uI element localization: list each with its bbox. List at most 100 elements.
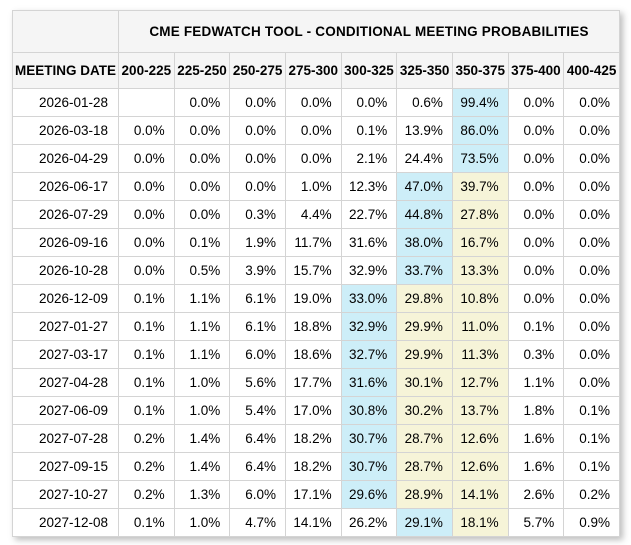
probability-cell: 1.0% — [173, 508, 231, 537]
probability-cell: 12.7% — [451, 368, 509, 397]
table-row: 2027-12-08 0.1% 1.0% 4.7% 14.1% 26.2% 29.1% 18.… — [12, 508, 620, 537]
probability-cell: 30.7% — [340, 452, 398, 481]
probability-cell: 13.3% — [451, 256, 509, 285]
probability-cell: 13.7% — [451, 396, 509, 425]
probability-cell: 0.0% — [173, 144, 231, 173]
probability-cell: 26.2% — [340, 508, 398, 537]
probability-cell: 0.1% — [118, 368, 175, 397]
meeting-date-cell: 2027-06-09 — [12, 396, 119, 425]
rate-range-header: 300-325 — [340, 52, 398, 89]
column-header-row: MEETING DATE 200-225 225-250 250-275 275-30… — [12, 52, 620, 89]
probability-cell: 2.6% — [507, 480, 565, 509]
probability-cell: 0.1% — [118, 508, 175, 537]
probability-cell: 2.1% — [340, 144, 398, 173]
table-row: 2026-07-29 0.0% 0.0% 0.3% 4.4% 22.7% 44.8% 27.8… — [12, 200, 620, 229]
probability-cell: 17.1% — [284, 480, 342, 509]
probability-cell: 0.2% — [118, 452, 175, 481]
probability-cell: 28.9% — [396, 480, 453, 509]
probability-cell: 0.1% — [118, 340, 175, 369]
probability-cell: 33.7% — [396, 256, 453, 285]
probability-cell: 12.6% — [451, 424, 509, 453]
probability-cell: 1.6% — [507, 424, 565, 453]
probability-cell: 0.0% — [229, 88, 286, 117]
probability-cell: 6.0% — [229, 480, 286, 509]
probability-cell: 14.1% — [284, 508, 342, 537]
probability-cell: 0.0% — [563, 228, 620, 257]
probability-cell: 15.7% — [284, 256, 342, 285]
meeting-date-cell: 2026-09-16 — [12, 228, 119, 257]
probability-cell: 17.7% — [284, 368, 342, 397]
probability-cell: 99.4% — [451, 88, 509, 117]
probability-cell — [118, 88, 175, 117]
probability-cell: 0.0% — [507, 284, 565, 313]
probability-cell: 47.0% — [396, 172, 453, 201]
probability-cell: 18.2% — [284, 452, 342, 481]
probability-cell: 1.0% — [284, 172, 342, 201]
probability-cell: 0.1% — [118, 396, 175, 425]
probability-cell: 1.1% — [507, 368, 565, 397]
meeting-date-cell: 2026-12-09 — [12, 284, 119, 313]
table-row: 2027-06-09 0.1% 1.0% 5.4% 17.0% 30.8% 30.2% 13.… — [12, 396, 620, 425]
table-row: 2026-12-09 0.1% 1.1% 6.1% 19.0% 33.0% 29.8% 10.… — [12, 284, 620, 313]
probability-cell: 0.0% — [563, 200, 620, 229]
meeting-date-cell: 2027-07-28 — [12, 424, 119, 453]
probability-cell: 18.6% — [284, 340, 342, 369]
meeting-date-cell: 2026-07-29 — [12, 200, 119, 229]
table-row: 2026-04-29 0.0% 0.0% 0.0% 0.0% 2.1% 24.4% 73.5%… — [12, 144, 620, 173]
probability-cell: 0.0% — [563, 256, 620, 285]
probability-cell: 0.1% — [563, 424, 620, 453]
probability-cell: 0.0% — [507, 116, 565, 145]
probability-cell: 1.6% — [507, 452, 565, 481]
rate-range-header: 275-300 — [284, 52, 342, 89]
probability-cell: 0.0% — [507, 172, 565, 201]
probability-cell: 0.0% — [118, 228, 175, 257]
probability-cell: 29.8% — [396, 284, 453, 313]
probability-cell: 28.7% — [396, 452, 453, 481]
probability-cell: 0.3% — [507, 340, 565, 369]
meeting-date-cell: 2026-01-28 — [12, 88, 119, 117]
probability-cell: 11.0% — [451, 312, 509, 341]
probability-cell: 0.0% — [563, 116, 620, 145]
probability-cell: 30.2% — [396, 396, 453, 425]
probability-cell: 11.7% — [284, 228, 342, 257]
probability-cell: 38.0% — [396, 228, 453, 257]
probability-cell: 0.0% — [563, 88, 620, 117]
probability-cell: 1.4% — [173, 424, 231, 453]
probability-cell: 3.9% — [229, 256, 286, 285]
probability-cell: 0.0% — [563, 368, 620, 397]
probability-cell: 1.9% — [229, 228, 286, 257]
probability-cell: 14.1% — [451, 480, 509, 509]
probability-cell: 30.1% — [396, 368, 453, 397]
probability-cell: 1.4% — [173, 452, 231, 481]
rate-range-header: 350-375 — [451, 52, 509, 89]
rate-range-header: 225-250 — [173, 52, 231, 89]
probability-cell: 0.3% — [229, 200, 286, 229]
probability-cell: 33.0% — [340, 284, 398, 313]
probability-cell: 0.0% — [173, 172, 231, 201]
probability-cell: 29.1% — [396, 508, 453, 537]
probability-cell: 0.2% — [563, 480, 620, 509]
probability-cell: 6.4% — [229, 452, 286, 481]
rate-range-header: 375-400 — [507, 52, 565, 89]
meeting-date-cell: 2026-10-28 — [12, 256, 119, 285]
rate-range-header: 400-425 — [563, 52, 620, 89]
table-row: 2027-07-28 0.2% 1.4% 6.4% 18.2% 30.7% 28.7% 12.… — [12, 424, 620, 453]
probability-cell: 5.7% — [507, 508, 565, 537]
probability-cell: 0.0% — [563, 172, 620, 201]
probability-cell: 29.9% — [396, 312, 453, 341]
probability-cell: 0.1% — [118, 284, 175, 313]
probability-cell: 22.7% — [340, 200, 398, 229]
probability-cell: 0.5% — [173, 256, 231, 285]
probability-cell: 12.6% — [451, 452, 509, 481]
probability-cell: 0.0% — [229, 144, 286, 173]
probability-cell: 0.0% — [563, 312, 620, 341]
probability-cell: 0.1% — [118, 312, 175, 341]
probability-cell: 32.9% — [340, 256, 398, 285]
probability-cell: 0.0% — [118, 172, 175, 201]
probability-cell: 12.3% — [340, 172, 398, 201]
meeting-date-column-header: MEETING DATE — [12, 52, 119, 89]
probability-cell: 0.0% — [229, 116, 286, 145]
probability-cell: 0.0% — [173, 200, 231, 229]
probability-cell: 29.6% — [340, 480, 398, 509]
